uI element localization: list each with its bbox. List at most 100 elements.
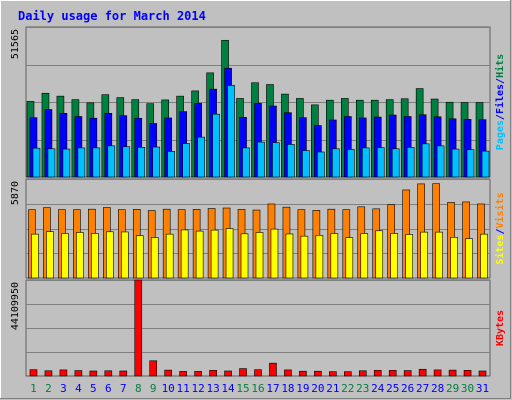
bar-kbytes-day-25 [388, 370, 397, 377]
bar-sites-day-19 [300, 235, 309, 279]
legend-sites: Sites [494, 235, 506, 265]
x-tick-label-day-23: 23 [356, 382, 369, 395]
x-tick-label-day-19: 19 [296, 382, 309, 395]
bar-kbytes-day-5 [89, 370, 98, 377]
bar-sites-day-11 [180, 229, 189, 279]
bar-pages-day-27 [421, 143, 430, 178]
panel-kbytes-y-max-label: 44109950 [10, 282, 21, 330]
bar-pages-day-24 [376, 147, 385, 178]
bar-kbytes-day-14 [224, 370, 232, 377]
bar-sites-day-15 [240, 233, 249, 279]
bar-sites-day-1 [31, 233, 39, 279]
bar-kbytes-day-23 [358, 370, 367, 377]
bar-kbytes-day-12 [194, 371, 202, 377]
bar-sites-day-22 [345, 237, 354, 279]
bar-kbytes-day-7 [119, 370, 128, 377]
bar-sites-day-7 [120, 231, 129, 279]
panel-visitors-legend: Sites/Visits [494, 192, 506, 264]
legend-separator-0: / [495, 228, 506, 234]
x-tick-label-day-31: 31 [476, 382, 489, 395]
bar-sites-day-29 [450, 237, 458, 279]
x-tick-label-day-10: 10 [162, 382, 175, 395]
x-tick-label-day-18: 18 [281, 382, 294, 395]
legend-visits: Visits [494, 192, 506, 228]
bar-pages-day-6 [107, 145, 116, 178]
bar-sites-day-28 [435, 231, 443, 279]
x-axis-day-labels: 1 2 3 4 5 6 7 8 9 10 11 12 13 14 15 16 17 18 19 20 21 22 23 24 2… [30, 382, 489, 395]
bar-kbytes-day-15 [239, 368, 247, 377]
bar-pages-day-18 [287, 144, 295, 178]
bar-sites-day-24 [375, 230, 384, 279]
x-tick-label-day-25: 25 [386, 382, 399, 395]
bar-pages-day-4 [77, 147, 86, 178]
bar-kbytes-day-1 [29, 369, 38, 377]
bar-pages-day-28 [436, 145, 445, 178]
bar-kbytes-day-22 [344, 371, 352, 377]
x-tick-label-day-22: 22 [341, 382, 354, 395]
bar-sites-day-21 [330, 233, 339, 279]
panel-kbytes-legend: KBytes [495, 310, 506, 346]
bar-kbytes-day-26 [403, 370, 412, 377]
bar-pages-day-22 [347, 149, 355, 178]
bar-sites-day-16 [255, 232, 264, 279]
x-tick-label-day-7: 7 [120, 382, 127, 395]
x-tick-label-day-13: 13 [206, 382, 219, 395]
bar-pages-day-9 [152, 146, 161, 178]
bar-sites-day-2 [46, 231, 54, 279]
x-tick-label-day-29: 29 [446, 382, 459, 395]
x-tick-label-day-30: 30 [461, 382, 474, 395]
bar-sites-day-17 [270, 228, 279, 279]
bar-pages-day-11 [182, 143, 190, 178]
x-tick-label-day-24: 24 [371, 382, 385, 395]
bar-kbytes-day-21 [329, 371, 337, 377]
bar-sites-day-12 [195, 230, 204, 279]
bar-kbytes-day-20 [314, 370, 322, 377]
bar-pages-day-1 [32, 147, 41, 178]
panel-kbytes: 44109950 KBytes [10, 279, 506, 377]
bar-pages-day-2 [47, 148, 56, 178]
bar-sites-day-8 [135, 235, 144, 279]
panel-requests-legend: Pages/Files/Hits [494, 54, 506, 150]
x-tick-label-day-1: 1 [30, 382, 37, 395]
x-tick-label-day-14: 14 [221, 382, 235, 395]
bar-sites-day-26 [405, 234, 413, 279]
bar-pages-day-31 [481, 150, 490, 178]
bar-pages-day-16 [257, 141, 265, 178]
bar-sites-day-9 [150, 237, 159, 279]
bar-sites-day-30 [465, 238, 473, 279]
bar-sites-day-20 [315, 235, 324, 279]
bar-kbytes-day-2 [44, 370, 53, 377]
bar-sites-day-25 [390, 233, 399, 279]
legend-separator-1: / [495, 78, 506, 84]
x-tick-label-day-28: 28 [431, 382, 444, 395]
bar-pages-day-21 [332, 148, 340, 178]
bar-kbytes-day-8 [134, 279, 143, 377]
bar-sites-day-14 [225, 228, 234, 279]
bar-sites-day-23 [360, 233, 369, 279]
legend-hits: Hits [494, 54, 506, 78]
bar-pages-day-17 [272, 142, 280, 178]
series-kbytes [29, 279, 487, 377]
bar-pages-day-5 [92, 147, 101, 178]
chart-panels: 51565Pages/Files/Hits5870Sites/Visits441… [10, 26, 506, 377]
bar-sites-day-5 [91, 233, 99, 279]
bar-sites-day-27 [420, 231, 428, 279]
bar-pages-day-13 [212, 113, 220, 178]
x-tick-label-day-16: 16 [251, 382, 264, 395]
bar-pages-day-8 [137, 147, 146, 178]
x-tick-label-day-9: 9 [150, 382, 157, 395]
bar-pages-day-20 [317, 151, 325, 178]
bar-sites-day-18 [285, 233, 294, 279]
chart-title: Daily usage for March 2014 [18, 9, 206, 23]
bar-kbytes-day-6 [104, 370, 113, 377]
x-tick-label-day-17: 17 [266, 382, 279, 395]
x-tick-label-day-2: 2 [45, 382, 52, 395]
legend-files: Files [494, 84, 506, 114]
x-tick-label-day-4: 4 [75, 382, 82, 395]
panel-visitors: 5870 Sites/Visits [10, 178, 506, 279]
bar-kbytes-day-10 [164, 369, 172, 377]
bar-pages-day-29 [451, 148, 460, 178]
bar-sites-day-3 [61, 233, 69, 279]
bar-kbytes-day-31 [478, 370, 487, 377]
